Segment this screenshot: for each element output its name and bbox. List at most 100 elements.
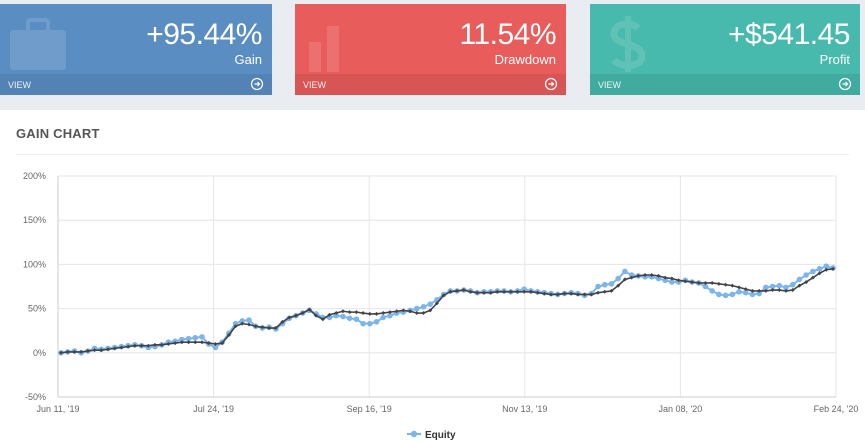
balance-point[interactable]: [555, 292, 560, 297]
balance-point[interactable]: [253, 324, 258, 329]
balance-point[interactable]: [569, 291, 574, 296]
equity-point[interactable]: [413, 305, 420, 312]
balance-point[interactable]: [387, 310, 392, 315]
balance-point[interactable]: [629, 275, 634, 280]
balance-point[interactable]: [173, 341, 178, 346]
balance-point[interactable]: [582, 292, 587, 297]
balance-point[interactable]: [119, 345, 124, 350]
balance-point[interactable]: [468, 289, 473, 294]
balance-point[interactable]: [79, 349, 84, 354]
balance-point[interactable]: [609, 288, 614, 293]
balance-point[interactable]: [300, 311, 305, 316]
balance-point[interactable]: [65, 349, 70, 354]
equity-point[interactable]: [742, 289, 749, 296]
balance-point[interactable]: [817, 271, 822, 276]
balance-point[interactable]: [280, 319, 285, 324]
balance-point[interactable]: [146, 343, 151, 348]
balance-point[interactable]: [602, 289, 607, 294]
balance-point[interactable]: [508, 289, 513, 294]
balance-point[interactable]: [92, 348, 97, 353]
balance-point[interactable]: [710, 280, 715, 285]
balance-point[interactable]: [488, 290, 493, 295]
balance-point[interactable]: [522, 289, 527, 294]
balance-point[interactable]: [750, 288, 755, 293]
balance-point[interactable]: [112, 346, 117, 351]
equity-point[interactable]: [212, 344, 219, 351]
balance-point[interactable]: [690, 280, 695, 285]
balance-point[interactable]: [737, 285, 742, 290]
balance-point[interactable]: [824, 267, 829, 272]
equity-point[interactable]: [702, 283, 709, 290]
balance-point[interactable]: [656, 273, 661, 278]
gain-tile[interactable]: +95.44% Gain VIEW: [0, 4, 272, 95]
balance-point[interactable]: [374, 311, 379, 316]
equity-point[interactable]: [783, 284, 789, 291]
balance-point[interactable]: [206, 341, 211, 346]
drawdown-tile[interactable]: 11.54% Drawdown VIEW: [295, 4, 566, 95]
equity-point[interactable]: [729, 291, 736, 298]
equity-point[interactable]: [192, 334, 199, 341]
balance-point[interactable]: [152, 342, 157, 347]
balance-point[interactable]: [448, 289, 453, 294]
equity-point[interactable]: [199, 334, 205, 340]
balance-point[interactable]: [683, 279, 688, 284]
balance-point[interactable]: [340, 309, 345, 314]
equity-point[interactable]: [427, 301, 434, 307]
equity-point[interactable]: [239, 318, 246, 324]
balance-point[interactable]: [139, 343, 144, 348]
balance-point[interactable]: [669, 276, 674, 281]
balance-point[interactable]: [220, 341, 225, 346]
balance-point[interactable]: [105, 347, 110, 352]
legend-equity-label[interactable]: Equity: [425, 430, 456, 441]
equity-point[interactable]: [628, 272, 635, 278]
balance-point[interactable]: [273, 326, 278, 331]
balance-point[interactable]: [515, 289, 520, 294]
balance-point[interactable]: [85, 349, 90, 354]
balance-point[interactable]: [716, 281, 721, 286]
balance-point[interactable]: [636, 273, 641, 278]
equity-point[interactable]: [185, 335, 192, 342]
balance-point[interactable]: [730, 283, 735, 288]
balance-point[interactable]: [703, 280, 708, 285]
balance-point[interactable]: [461, 288, 466, 293]
balance-point[interactable]: [455, 288, 460, 293]
profit-tile[interactable]: +$541.45 Profit VIEW: [590, 4, 860, 95]
balance-point[interactable]: [723, 282, 728, 287]
gain-view-link[interactable]: VIEW: [8, 80, 32, 90]
balance-point[interactable]: [428, 308, 433, 313]
balance-point[interactable]: [233, 324, 238, 329]
balance-point[interactable]: [589, 292, 594, 297]
balance-point[interactable]: [575, 292, 580, 297]
gain-footer[interactable]: VIEW: [0, 74, 272, 95]
balance-point[interactable]: [246, 322, 251, 327]
balance-point[interactable]: [549, 292, 554, 297]
equity-point[interactable]: [655, 275, 662, 282]
balance-point[interactable]: [226, 333, 231, 338]
equity-point[interactable]: [769, 283, 776, 290]
balance-point[interactable]: [267, 326, 272, 331]
balance-point[interactable]: [334, 311, 339, 316]
equity-point[interactable]: [387, 312, 393, 319]
profit-view-link[interactable]: VIEW: [598, 80, 622, 90]
equity-point[interactable]: [776, 282, 783, 289]
balance-point[interactable]: [810, 275, 815, 280]
balance-point[interactable]: [179, 340, 184, 345]
balance-point[interactable]: [777, 288, 782, 293]
equity-point[interactable]: [420, 304, 427, 310]
equity-point[interactable]: [803, 272, 809, 278]
balance-point[interactable]: [367, 311, 372, 316]
balance-point[interactable]: [314, 313, 319, 318]
arrow-right-icon[interactable]: [544, 77, 558, 91]
equity-point[interactable]: [749, 291, 756, 298]
equity-point[interactable]: [333, 312, 340, 319]
equity-point[interactable]: [669, 279, 675, 285]
balance-point[interactable]: [763, 288, 768, 293]
equity-point[interactable]: [763, 284, 769, 291]
equity-point[interactable]: [796, 276, 803, 283]
balance-point[interactable]: [59, 350, 63, 355]
balance-point[interactable]: [770, 288, 775, 293]
balance-point[interactable]: [347, 310, 352, 315]
balance-point[interactable]: [535, 290, 540, 295]
equity-point[interactable]: [246, 317, 252, 323]
equity-point[interactable]: [340, 313, 346, 320]
